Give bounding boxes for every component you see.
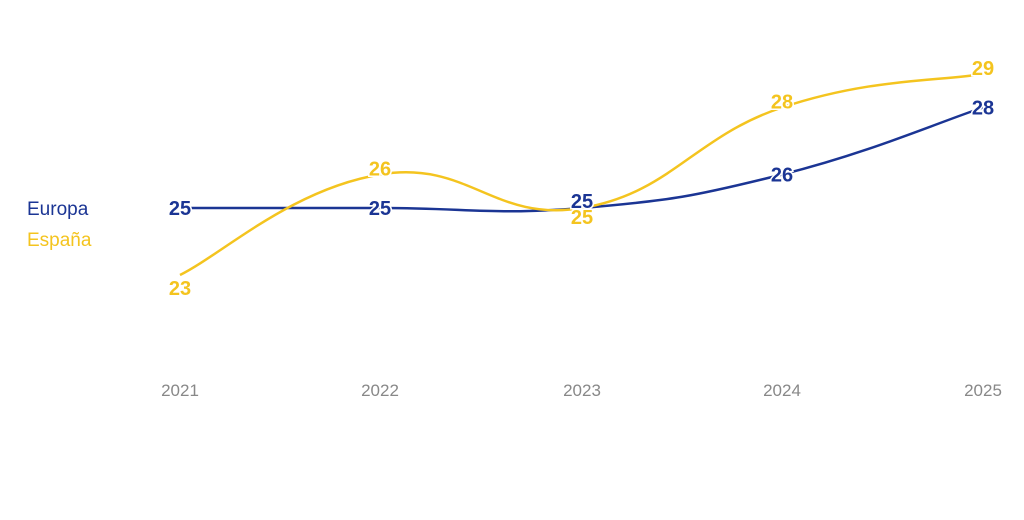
data-label-espana-2021: 23	[169, 278, 191, 300]
legend-espana: España	[27, 230, 92, 251]
data-label-europa-2025: 28	[972, 98, 994, 120]
data-label-espana-2022: 26	[369, 159, 391, 181]
legend-europa: Europa	[27, 199, 89, 220]
x-tick-2021: 2021	[161, 381, 199, 400]
data-label-europa-2021: 25	[169, 198, 191, 220]
data-label-espana-2023: 25	[571, 207, 593, 229]
x-tick-2022: 2022	[361, 381, 399, 400]
x-tick-2024: 2024	[763, 381, 801, 400]
series-line-espana	[179, 72, 984, 277]
data-label-espana-2024: 28	[771, 92, 793, 114]
x-tick-2023: 2023	[563, 381, 601, 400]
data-label-europa-2024: 26	[771, 165, 793, 187]
data-label-europa-2022: 25	[369, 198, 391, 220]
data-label-espana-2025: 29	[972, 58, 994, 80]
x-tick-2025: 2025	[964, 381, 1002, 400]
data-label-europa-2023: 25	[571, 191, 593, 213]
